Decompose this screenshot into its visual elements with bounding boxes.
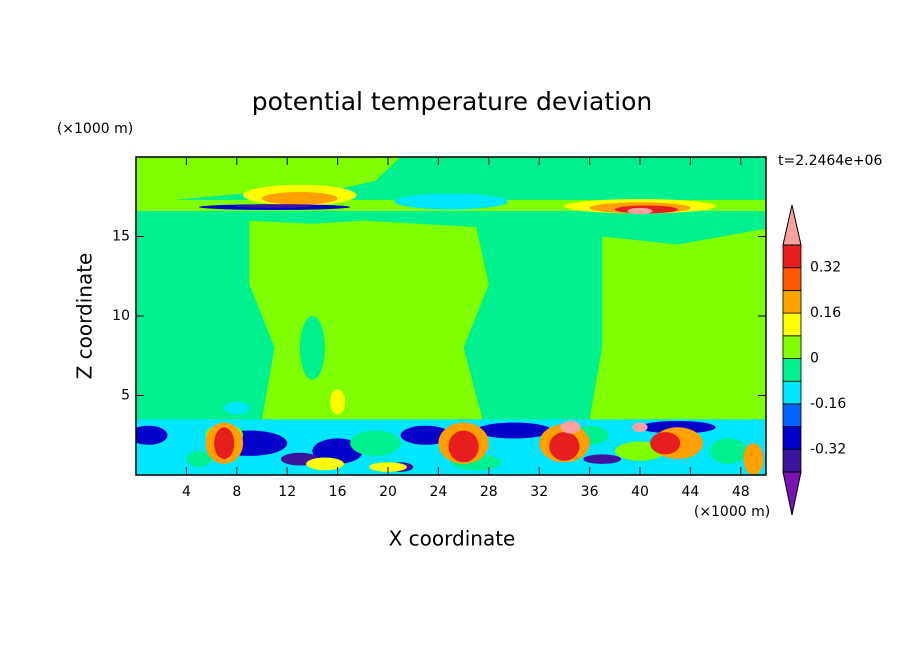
x-tick-label: 12: [278, 484, 296, 500]
x-tick-label: 40: [631, 484, 649, 500]
contour-region: [627, 207, 653, 215]
colorbar-block: [782, 244, 802, 269]
y-unit: (×1000 m): [57, 121, 133, 137]
x-tick-label: 44: [681, 484, 699, 500]
contour-region: [709, 438, 748, 464]
contour-region: [306, 457, 344, 471]
contour-field: [136, 157, 766, 475]
x-unit: (×1000 m): [694, 504, 770, 520]
x-axis-label: X coordinate: [389, 527, 516, 551]
contour-region: [262, 191, 338, 205]
colorbar-tick-label: -0.16: [810, 396, 846, 412]
x-tick-label: 8: [232, 484, 241, 500]
time-annotation: t=2.2464e+06: [778, 153, 882, 169]
contour-region: [350, 430, 401, 456]
contour-region: [136, 425, 168, 445]
y-tick-label: 15: [112, 229, 130, 245]
contour-region: [632, 422, 648, 433]
contour-region: [583, 454, 622, 464]
contour-region: [214, 427, 235, 460]
colorbar-tick-label: -0.32: [810, 441, 846, 457]
colorbar-block: [782, 335, 802, 359]
contour-region: [236, 204, 313, 208]
contour-region: [560, 420, 581, 434]
colorbar-block: [782, 267, 802, 291]
contour-region: [501, 276, 527, 324]
colorbar-extend-low: [782, 471, 802, 516]
contour-region: [476, 422, 552, 439]
contour-region: [448, 430, 479, 463]
contour-region: [224, 401, 250, 415]
x-tick-label: 32: [530, 484, 548, 500]
x-tick-label: 48: [732, 484, 750, 500]
chart-title: potential temperature deviation: [252, 87, 652, 116]
contour-region: [249, 220, 489, 420]
contour-region: [589, 228, 766, 420]
colorbar-block: [782, 426, 802, 450]
contour-region: [136, 157, 401, 202]
contour-region: [400, 425, 451, 445]
colorbar-block: [782, 380, 802, 405]
x-tick-label: 36: [581, 484, 599, 500]
x-tick-label: 28: [480, 484, 498, 500]
contour-region: [299, 316, 325, 380]
contour-region: [186, 451, 212, 468]
x-tick-label: 24: [429, 484, 447, 500]
contour-region: [394, 193, 508, 210]
colorbar-tick-label: 0.32: [810, 260, 841, 276]
x-tick-label: 16: [329, 484, 347, 500]
colorbar-block: [782, 312, 802, 337]
colorbar-extend-high: [782, 204, 802, 246]
x-tick-label: 4: [182, 484, 191, 500]
contour-region: [650, 432, 681, 455]
colorbar-tick-label: 0.16: [810, 305, 841, 321]
contour-region: [330, 389, 346, 415]
x-tick-label: 20: [379, 484, 397, 500]
y-tick-label: 10: [112, 308, 130, 324]
colorbar-tick-label: 0: [810, 351, 819, 367]
colorbar-block: [782, 358, 802, 382]
contour-region: [640, 420, 716, 434]
colorbar-block: [782, 448, 802, 473]
colorbar-block: [782, 403, 802, 427]
colorbar-block: [782, 289, 802, 314]
y-tick-label: 5: [121, 388, 130, 404]
contour-region: [549, 432, 580, 461]
contour-region: [743, 443, 764, 475]
y-axis-label: Z coordinate: [73, 253, 97, 380]
